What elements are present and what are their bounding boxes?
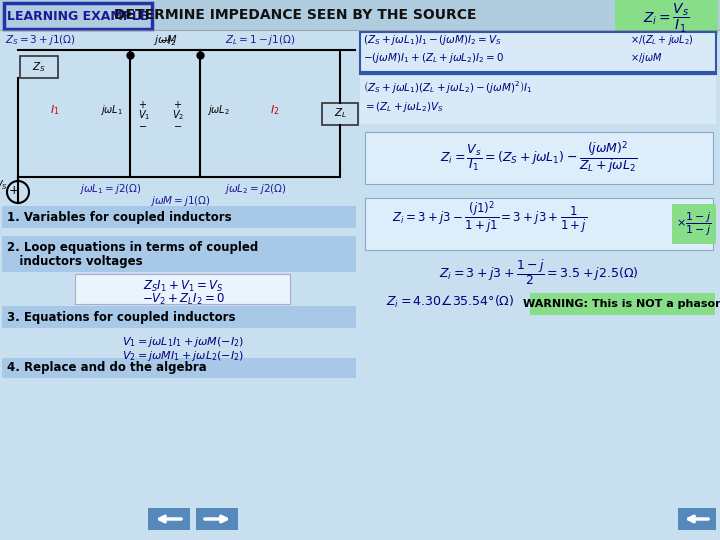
- FancyBboxPatch shape: [75, 274, 290, 304]
- Text: $V_1 = j\omega L_1 I_1 + j\omega M(-I_2)$: $V_1 = j\omega L_1 I_1 + j\omega M(-I_2)…: [122, 335, 244, 349]
- Text: $I_2$: $I_2$: [270, 103, 279, 117]
- Text: $-(j\omega M)I_1 + (Z_L + j\omega L_2)I_2 = 0$: $-(j\omega M)I_1 + (Z_L + j\omega L_2)I_…: [363, 51, 504, 65]
- FancyBboxPatch shape: [615, 0, 718, 35]
- Text: $Z_i = 3 + j3 + \dfrac{1-j}{2} = 3.5 + j2.5(\Omega)$: $Z_i = 3 + j3 + \dfrac{1-j}{2} = 3.5 + j…: [439, 257, 639, 287]
- Text: $j\omega L_1 = j2(\Omega)$: $j\omega L_1 = j2(\Omega)$: [78, 182, 141, 196]
- FancyBboxPatch shape: [678, 508, 716, 530]
- FancyBboxPatch shape: [322, 103, 358, 125]
- Text: $Z_L$: $Z_L$: [333, 106, 346, 120]
- FancyBboxPatch shape: [360, 32, 716, 72]
- Text: $\times\dfrac{1-j}{1-j}$: $\times\dfrac{1-j}{1-j}$: [676, 210, 711, 238]
- FancyBboxPatch shape: [530, 293, 715, 315]
- Text: 2. Loop equations in terms of coupled: 2. Loop equations in terms of coupled: [7, 241, 258, 254]
- Text: $V_2 = j\omega M I_1 + j\omega L_2(-I_2)$: $V_2 = j\omega M I_1 + j\omega L_2(-I_2)…: [122, 349, 244, 363]
- Text: $+$: $+$: [173, 99, 182, 111]
- FancyBboxPatch shape: [0, 0, 720, 30]
- Text: 3. Equations for coupled inductors: 3. Equations for coupled inductors: [7, 310, 235, 323]
- Text: $Z_S I_1 + V_1 = V_S$: $Z_S I_1 + V_1 = V_S$: [143, 279, 223, 294]
- Text: $I_1$: $I_1$: [50, 103, 60, 117]
- Text: 1. Variables for coupled inductors: 1. Variables for coupled inductors: [7, 211, 232, 224]
- FancyBboxPatch shape: [672, 204, 716, 244]
- Text: $j\omega L_2$: $j\omega L_2$: [207, 103, 230, 117]
- Text: 4. Replace and do the algebra: 4. Replace and do the algebra: [7, 361, 207, 375]
- FancyBboxPatch shape: [360, 76, 716, 124]
- Text: DETERMINE IMPEDANCE SEEN BY THE SOURCE: DETERMINE IMPEDANCE SEEN BY THE SOURCE: [114, 8, 476, 22]
- FancyBboxPatch shape: [2, 358, 356, 378]
- Text: $V_2$: $V_2$: [172, 108, 184, 122]
- FancyBboxPatch shape: [4, 3, 152, 29]
- Text: $j\omega M = j1(\Omega)$: $j\omega M = j1(\Omega)$: [150, 194, 210, 208]
- Text: $Z_S = 3 + j1(\Omega)$: $Z_S = 3 + j1(\Omega)$: [5, 33, 76, 47]
- Text: $V_S$: $V_S$: [0, 178, 8, 192]
- Text: $Z_L = 1 - j1(\Omega)$: $Z_L = 1 - j1(\Omega)$: [225, 33, 295, 47]
- Text: $-I_2$: $-I_2$: [159, 34, 177, 48]
- FancyBboxPatch shape: [2, 236, 356, 272]
- Text: LEARNING EXAMPLE: LEARNING EXAMPLE: [7, 10, 149, 23]
- Text: $V_1$: $V_1$: [138, 108, 150, 122]
- FancyBboxPatch shape: [2, 206, 356, 228]
- Text: $\times/(Z_L + j\omega L_2)$: $\times/(Z_L + j\omega L_2)$: [630, 33, 694, 47]
- Text: $\times/ j\omega M$: $\times/ j\omega M$: [630, 51, 662, 65]
- FancyBboxPatch shape: [20, 56, 58, 78]
- Text: $-$: $-$: [138, 120, 147, 130]
- Text: $Z_S$: $Z_S$: [32, 60, 46, 74]
- Text: $j\omega L_2 = j2(\Omega)$: $j\omega L_2 = j2(\Omega)$: [224, 182, 287, 196]
- Text: $j\omega M$: $j\omega M$: [153, 33, 177, 47]
- Text: WARNING: This is NOT a phasor: WARNING: This is NOT a phasor: [523, 299, 720, 309]
- FancyBboxPatch shape: [148, 508, 190, 530]
- Text: $Z_i = 4.30\angle 35.54°(\Omega)$: $Z_i = 4.30\angle 35.54°(\Omega)$: [386, 294, 514, 310]
- Text: $(Z_S + j\omega L_1)I_1 - (j\omega M)I_2 = V_S$: $(Z_S + j\omega L_1)I_1 - (j\omega M)I_2…: [363, 33, 502, 47]
- Text: $j\omega L_1$: $j\omega L_1$: [101, 103, 124, 117]
- FancyBboxPatch shape: [196, 508, 238, 530]
- FancyBboxPatch shape: [365, 132, 713, 184]
- Text: $Z_i = \dfrac{V_s}{I_1} = (Z_S + j\omega L_1) - \dfrac{(j\omega M)^2}{Z_L + j\om: $Z_i = \dfrac{V_s}{I_1} = (Z_S + j\omega…: [441, 140, 637, 176]
- FancyBboxPatch shape: [365, 198, 713, 250]
- Text: $-$: $-$: [173, 120, 182, 130]
- FancyBboxPatch shape: [0, 30, 358, 540]
- Text: $Z_i = 3 + j3 - \dfrac{(j1)^2}{1 + j1} = 3 + j3 + \dfrac{1}{1+j}$: $Z_i = 3 + j3 - \dfrac{(j1)^2}{1 + j1} =…: [392, 200, 588, 236]
- Text: $+$: $+$: [138, 99, 147, 111]
- FancyBboxPatch shape: [358, 30, 720, 540]
- Text: $Z_i = \dfrac{V_s}{I_1}$: $Z_i = \dfrac{V_s}{I_1}$: [642, 2, 690, 35]
- FancyBboxPatch shape: [2, 306, 356, 328]
- Text: $= (Z_L + j\omega L_2)V_S$: $= (Z_L + j\omega L_2)V_S$: [363, 100, 444, 114]
- Text: $-V_2 + Z_L I_2 = 0$: $-V_2 + Z_L I_2 = 0$: [142, 292, 225, 307]
- Text: inductors voltages: inductors voltages: [7, 255, 143, 268]
- Text: $\left(Z_S + j\omega L_1)(Z_L + j\omega L_2) - (j\omega M)^2\right)I_1$: $\left(Z_S + j\omega L_1)(Z_L + j\omega …: [363, 79, 533, 95]
- Text: +: +: [9, 184, 19, 197]
